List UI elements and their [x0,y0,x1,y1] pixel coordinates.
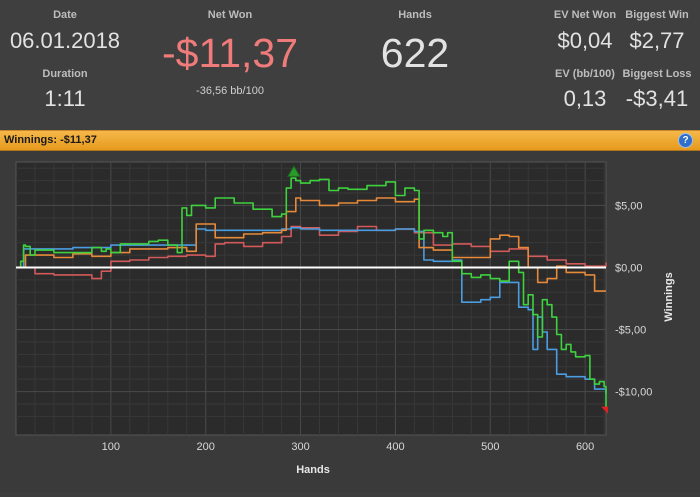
series-line-1 [16,177,607,409]
min-marker [601,406,608,414]
stats-panel: Date 06.01.2018 Duration 1:11 Net Won -$… [0,0,700,130]
max-marker [287,165,301,177]
x-tick-label: 100 [102,441,120,453]
duration-value: 1:11 [44,86,86,111]
net-won-bb100: -36,56 bb/100 [196,85,264,97]
x-axis-label: Hands [296,464,330,476]
hands-value: 622 [380,30,450,76]
y-tick-label: -$5,00 [615,325,646,337]
markers-group [287,165,608,414]
biggest-win-label: Biggest Win [625,9,689,21]
x-tick-label: 400 [386,441,404,453]
ev-bb100-value: 0,13 [563,86,607,111]
y-tick-labels: $5,00 $0,00 -$5,00 -$10,00 [615,200,652,398]
y-tick-label: $5,00 [615,200,643,212]
plot-area [15,161,607,436]
x-tick-labels: 100 200 300 400 500 600 [102,441,595,453]
y-tick-label: -$10,00 [615,387,652,399]
winnings-chart-svg: 100 200 300 400 500 600 $5,00 $0,00 -$5,00 -$10,… [0,151,700,492]
biggest-loss-label: Biggest Loss [622,68,692,80]
x-tick-label: 500 [481,441,499,453]
winnings-header-bar: Winnings: -$11,37 ? [0,130,700,151]
x-tick-label: 300 [291,441,309,453]
y-tick-label: $0,00 [615,262,643,274]
biggest-win-value: $2,77 [629,28,685,53]
date-label: Date [53,9,77,21]
duration-label: Duration [42,68,88,80]
date-value: 06.01.2018 [9,28,121,53]
ev-bb100-label: EV (bb/100) [555,68,615,80]
winnings-chart: 100 200 300 400 500 600 $5,00 $0,00 -$5,00 -$10,… [0,151,700,492]
x-tick-label: 200 [197,441,215,453]
hands-label: Hands [398,9,432,21]
net-won-value: -$11,37 [161,30,298,76]
ev-net-won-label: EV Net Won [553,9,617,21]
biggest-loss-value: -$3,41 [625,86,689,111]
series-line-4 [16,225,607,280]
x-tick-label: 600 [576,441,594,453]
series-line-3 [16,227,607,395]
help-icon[interactable]: ? [678,133,693,148]
net-won-label: Net Won [207,9,253,21]
y-axis-label: Winnings [663,272,675,321]
winnings-title: Winnings: -$11,37 [4,134,97,146]
ev-net-won-value: $0,04 [557,28,613,53]
